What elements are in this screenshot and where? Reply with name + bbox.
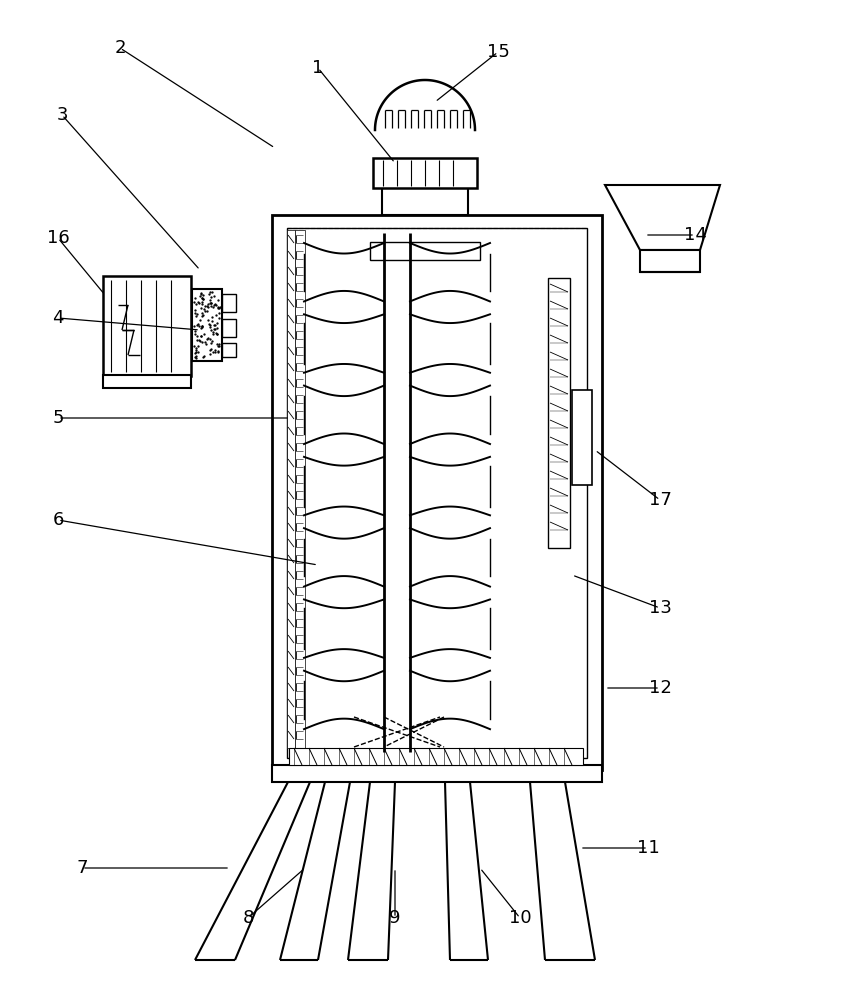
Bar xyxy=(103,276,191,376)
Bar xyxy=(272,215,602,770)
Text: 9: 9 xyxy=(390,909,401,927)
Bar xyxy=(373,158,477,188)
Bar xyxy=(192,289,222,361)
Text: 17: 17 xyxy=(649,491,672,509)
Text: 12: 12 xyxy=(649,679,672,697)
Bar xyxy=(289,748,583,765)
Bar xyxy=(640,250,700,272)
Text: 2: 2 xyxy=(114,39,126,57)
Bar xyxy=(287,230,295,748)
Text: 3: 3 xyxy=(57,106,68,124)
Bar xyxy=(382,160,468,215)
Bar xyxy=(295,230,305,748)
Text: 14: 14 xyxy=(684,226,706,244)
Text: 4: 4 xyxy=(52,309,63,327)
Text: 1: 1 xyxy=(312,59,323,77)
Bar xyxy=(287,228,587,758)
Bar xyxy=(103,375,191,388)
Text: 13: 13 xyxy=(649,599,672,617)
Bar xyxy=(548,278,570,548)
Text: 5: 5 xyxy=(52,409,63,427)
Polygon shape xyxy=(605,185,720,250)
Bar xyxy=(572,390,592,485)
Bar xyxy=(370,242,480,260)
Bar xyxy=(222,294,236,312)
Text: 10: 10 xyxy=(509,909,531,927)
Bar xyxy=(222,343,236,357)
Text: 16: 16 xyxy=(46,229,69,247)
Text: 15: 15 xyxy=(486,43,510,61)
Text: 8: 8 xyxy=(242,909,254,927)
Text: 6: 6 xyxy=(52,511,63,529)
Bar xyxy=(272,765,602,782)
Text: 7: 7 xyxy=(76,859,88,877)
Bar xyxy=(222,319,236,337)
Text: 11: 11 xyxy=(637,839,660,857)
